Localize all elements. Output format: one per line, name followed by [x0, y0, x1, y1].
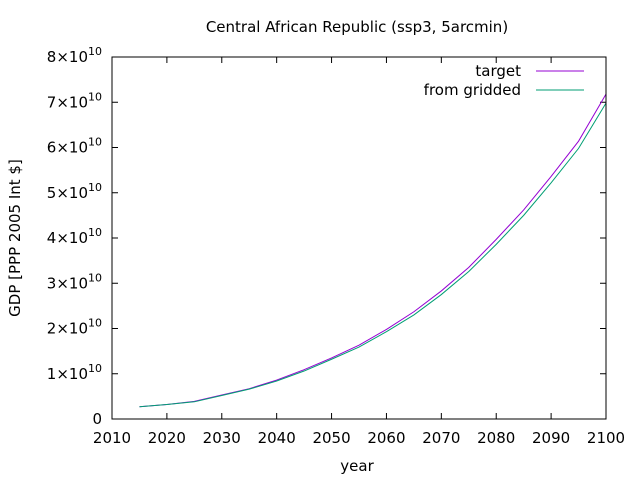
legend-label: from gridded: [424, 81, 521, 99]
y-tick-exponent: 10: [88, 136, 102, 149]
x-tick-label: 2040: [258, 429, 296, 447]
x-tick-label: 2070: [422, 429, 460, 447]
y-tick-mantissa: 1×10: [47, 365, 88, 383]
y-tick-label: 5×1010: [47, 181, 102, 202]
axis-ticks: 2010 2020 2030 2040 2050 2060 2070 2080 2090 2100…: [47, 45, 625, 447]
y-tick-mantissa: 4×10: [47, 229, 88, 247]
series-line-target: [139, 93, 607, 408]
y-tick-exponent: 10: [88, 362, 102, 375]
y-tick-label: 0: [92, 410, 102, 428]
x-tick-label: 2080: [477, 429, 515, 447]
y-tick-label: 4×1010: [47, 226, 102, 247]
y-tick-mantissa: 7×10: [47, 93, 88, 111]
y-tick-exponent: 10: [88, 226, 102, 239]
x-tick-label: 2020: [148, 429, 186, 447]
chart-title: Central African Republic (ssp3, 5arcmin): [206, 18, 508, 36]
y-tick-mantissa: 2×10: [47, 320, 88, 338]
y-tick-mantissa: 6×10: [47, 139, 88, 157]
y-tick-exponent: 10: [88, 271, 102, 284]
y-tick-mantissa: 3×10: [47, 274, 88, 292]
series-line-from-gridded: [139, 102, 607, 408]
x-axis-label: year: [340, 457, 374, 475]
y-tick-mantissa: 8×10: [47, 48, 88, 66]
y-tick-label: 8×1010: [47, 45, 102, 66]
x-tick-label: 2100: [587, 429, 625, 447]
y-tick-label: 7×1010: [47, 90, 102, 111]
y-tick-label: 1×1010: [47, 362, 102, 383]
y-tick-label: 3×1010: [47, 271, 102, 292]
y-tick-mantissa: 0: [92, 410, 102, 428]
y-tick-exponent: 10: [88, 181, 102, 194]
series-lines: [139, 93, 607, 408]
y-tick-label: 2×1010: [47, 317, 102, 338]
x-tick-label: 2090: [532, 429, 570, 447]
x-tick-label: 2060: [367, 429, 405, 447]
legend-label: target: [475, 62, 521, 80]
y-tick-label: 6×1010: [47, 136, 102, 157]
y-tick-exponent: 10: [88, 90, 102, 103]
x-tick-label: 2030: [203, 429, 241, 447]
y-tick-exponent: 10: [88, 317, 102, 330]
x-tick-label: 2010: [93, 429, 131, 447]
y-tick-exponent: 10: [88, 45, 102, 58]
plot-area-border: [111, 56, 607, 420]
y-tick-mantissa: 5×10: [47, 184, 88, 202]
x-tick-label: 2050: [312, 429, 350, 447]
y-axis-label: GDP [PPP 2005 Int $]: [6, 159, 24, 317]
